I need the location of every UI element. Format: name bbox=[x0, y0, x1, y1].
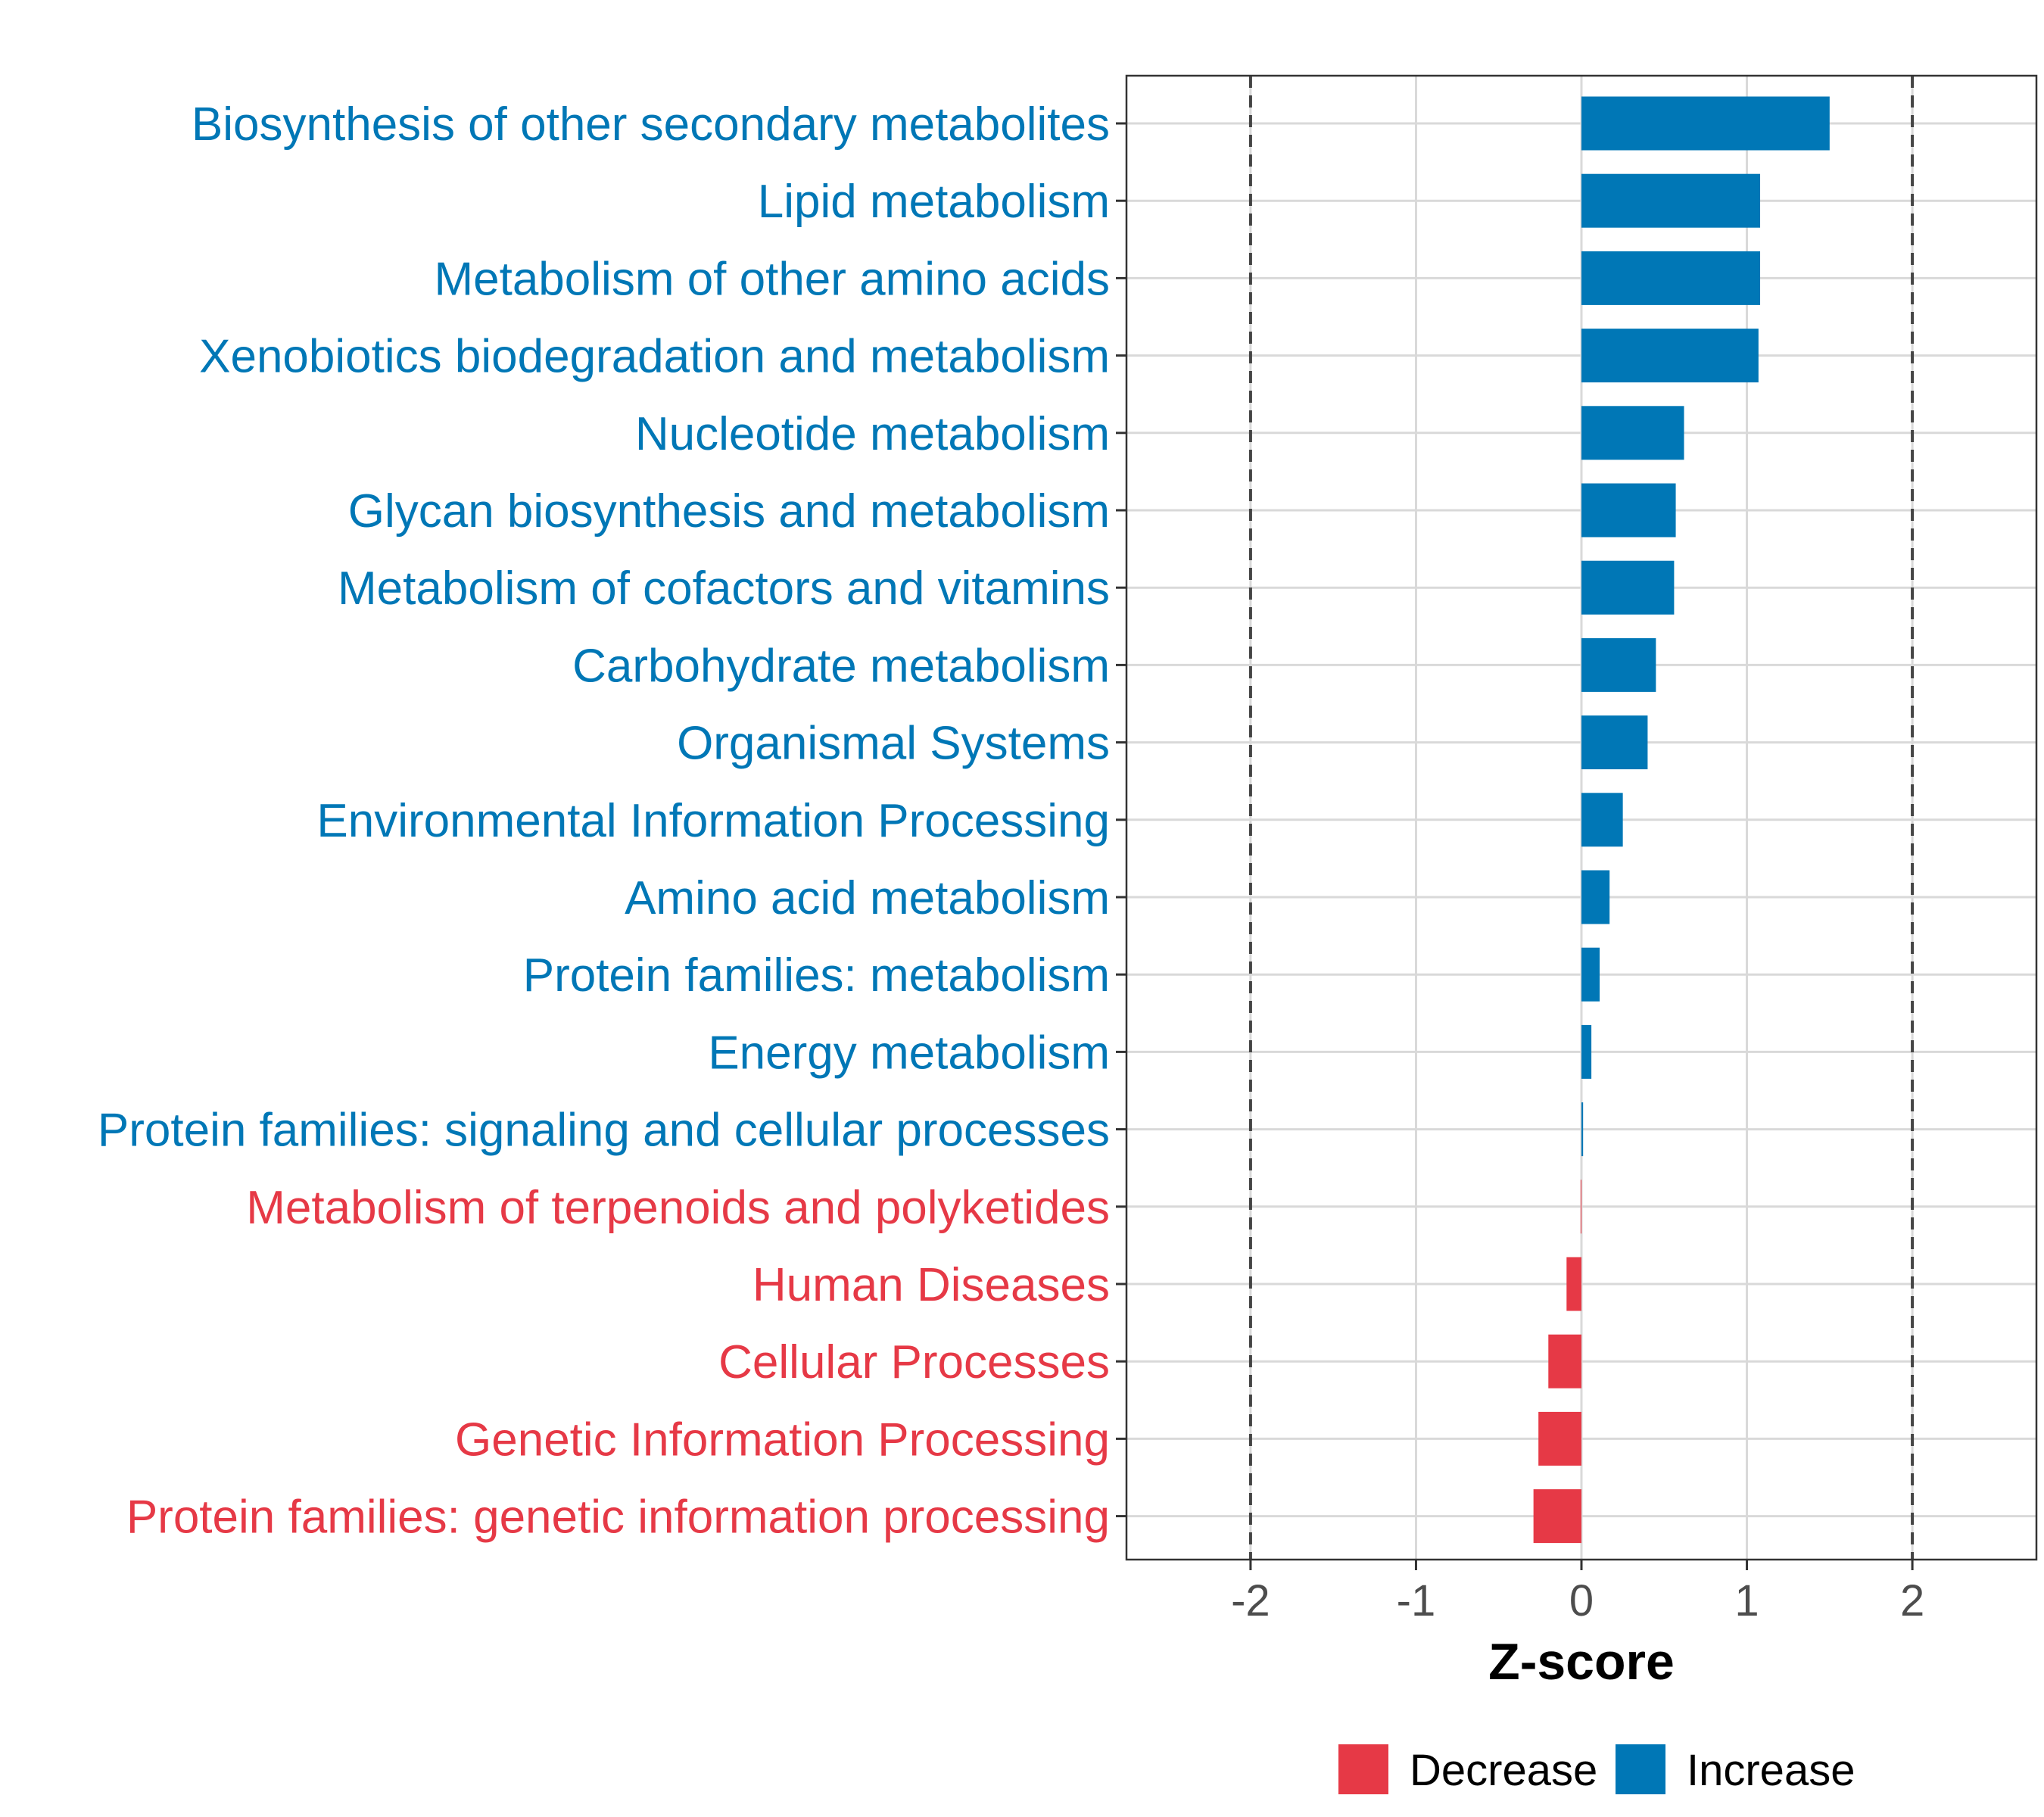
category-label: Metabolism of cofactors and vitamins bbox=[338, 563, 1110, 615]
category-label: Human Diseases bbox=[752, 1259, 1110, 1311]
category-label: Nucleotide metabolism bbox=[635, 408, 1110, 460]
bar bbox=[1581, 947, 1600, 1002]
category-label: Carbohydrate metabolism bbox=[572, 640, 1110, 692]
bar bbox=[1566, 1257, 1581, 1311]
category-label: Protein families: genetic information pr… bbox=[126, 1491, 1110, 1544]
category-label: Metabolism of terpenoids and polyketides bbox=[246, 1182, 1110, 1234]
bars-layer bbox=[1533, 96, 1830, 1544]
category-label: Organismal Systems bbox=[677, 718, 1110, 770]
category-label: Genetic Information Processing bbox=[455, 1413, 1110, 1466]
bar bbox=[1581, 96, 1830, 151]
bar bbox=[1581, 251, 1761, 305]
bar bbox=[1533, 1489, 1581, 1544]
category-label: Lipid metabolism bbox=[758, 176, 1110, 228]
category-label: Metabolism of other amino acids bbox=[434, 253, 1110, 305]
bar bbox=[1581, 1024, 1592, 1079]
category-label: Glycan biosynthesis and metabolism bbox=[348, 485, 1110, 538]
bar bbox=[1581, 870, 1610, 924]
legend-swatch bbox=[1338, 1744, 1388, 1794]
category-label: Biosynthesis of other secondary metaboli… bbox=[192, 98, 1110, 151]
bar bbox=[1581, 1102, 1584, 1157]
x-axis-title: Z-score bbox=[1488, 1633, 1675, 1691]
reference-lines bbox=[1248, 76, 1915, 1560]
bar bbox=[1538, 1411, 1581, 1466]
y-axis-ticks: Biosynthesis of other secondary metaboli… bbox=[98, 98, 1126, 1544]
category-label: Protein families: metabolism bbox=[523, 949, 1110, 1002]
x-tick-label: -2 bbox=[1231, 1576, 1270, 1625]
x-tick-label: 1 bbox=[1734, 1576, 1759, 1625]
bar bbox=[1581, 173, 1761, 228]
category-label: Amino acid metabolism bbox=[625, 872, 1110, 924]
bar bbox=[1581, 793, 1623, 847]
category-label: Energy metabolism bbox=[708, 1027, 1110, 1079]
legend-label: Increase bbox=[1687, 1746, 1855, 1795]
category-label: Environmental Information Processing bbox=[316, 795, 1110, 847]
bar bbox=[1581, 329, 1759, 383]
category-label: Protein families: signaling and cellular… bbox=[98, 1105, 1110, 1157]
legend-swatch bbox=[1616, 1744, 1665, 1794]
legend-label: Decrease bbox=[1410, 1746, 1597, 1795]
x-tick-label: -1 bbox=[1397, 1576, 1436, 1625]
x-axis-ticks: -2 -1 0 1 2 bbox=[1231, 1560, 1924, 1625]
category-label: Xenobiotics biodegradation and metabolis… bbox=[199, 331, 1110, 383]
x-tick-label: 2 bbox=[1900, 1576, 1924, 1625]
bar bbox=[1581, 406, 1684, 460]
bar bbox=[1581, 715, 1648, 770]
bar bbox=[1581, 560, 1675, 615]
bar bbox=[1548, 1334, 1581, 1388]
x-tick-label: 0 bbox=[1569, 1576, 1594, 1625]
category-label: Cellular Processes bbox=[718, 1336, 1110, 1388]
bar bbox=[1581, 483, 1676, 538]
bar bbox=[1581, 637, 1656, 692]
legend: Decrease Increase bbox=[1338, 1744, 1855, 1795]
